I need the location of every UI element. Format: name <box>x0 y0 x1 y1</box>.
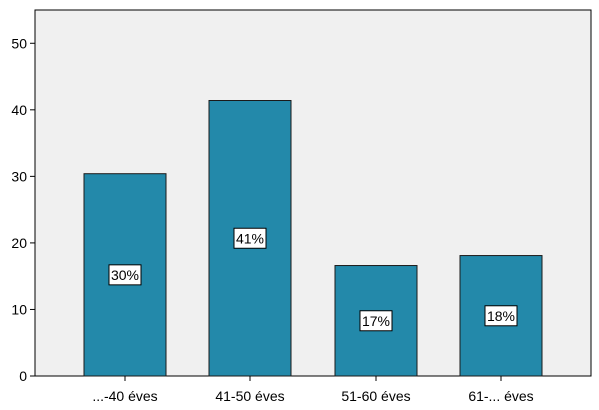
data-label-box <box>359 310 393 332</box>
y-tick-label: 0 <box>19 368 27 384</box>
data-label: 17% <box>362 313 390 329</box>
category-label: ...-40 éves <box>92 388 157 404</box>
y-axis: 0 10 20 30 40 50 <box>11 35 35 384</box>
y-tick-label: 50 <box>11 35 27 51</box>
x-axis: ...-40 éves 41-50 éves 51-60 éves 61-... év… <box>92 376 534 404</box>
y-tick-label: 20 <box>11 235 27 251</box>
data-label: 30% <box>111 267 139 283</box>
data-label: 41% <box>236 230 264 246</box>
data-label: 18% <box>487 308 515 324</box>
data-label-box <box>484 305 518 327</box>
y-tick-label: 10 <box>11 301 27 317</box>
category-label: 41-50 éves <box>215 388 284 404</box>
category-label: 51-60 éves <box>341 388 410 404</box>
bars: 30% 41% 17% 18% <box>83 100 543 377</box>
data-label-box <box>108 264 142 286</box>
y-tick-label: 30 <box>11 168 27 184</box>
category-label: 61-... éves <box>468 388 533 404</box>
data-label-box <box>233 227 267 249</box>
y-tick-label: 40 <box>11 102 27 118</box>
